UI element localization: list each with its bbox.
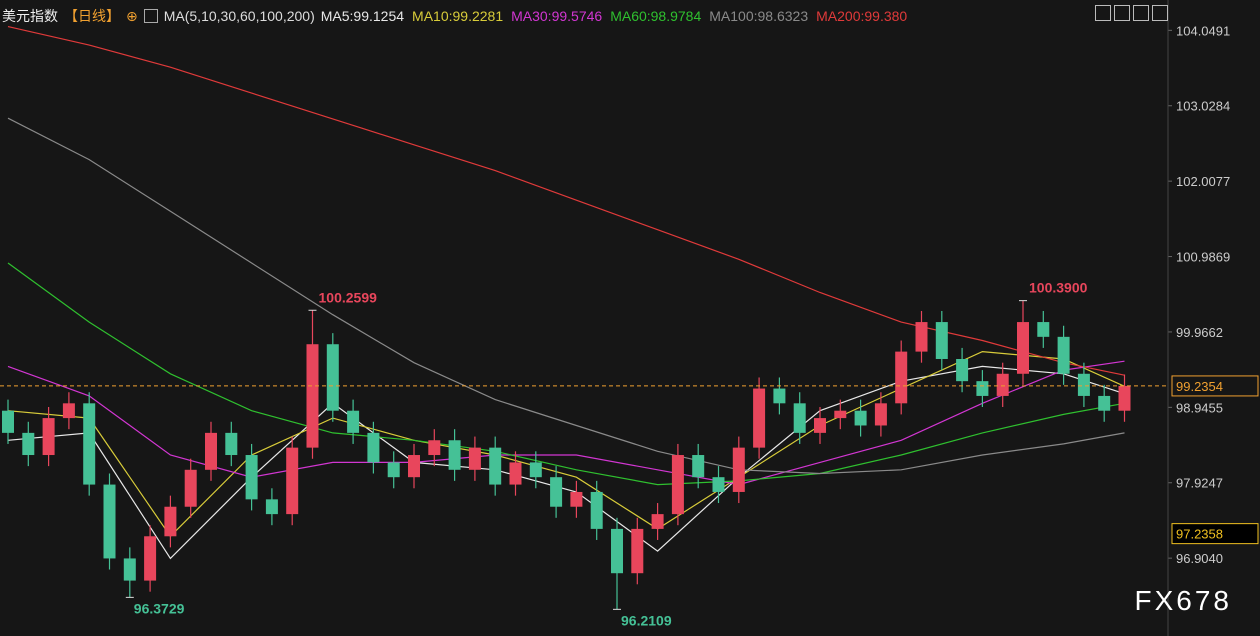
ma-line (7, 360, 1125, 486)
candle-body (144, 536, 157, 581)
candle-body (814, 418, 826, 433)
candle-body (854, 410, 867, 426)
annotation: 100.3900 (1029, 280, 1088, 296)
price-box (1171, 523, 1259, 545)
candle-body (2, 410, 14, 433)
legend-item: MA30:99.5746 (511, 8, 603, 24)
candle-body (976, 381, 989, 396)
y-tick-label: 102.0077 (1176, 174, 1230, 189)
candle-body (245, 455, 258, 500)
period: 【日线】 (64, 8, 120, 24)
annotation: 100.2599 (319, 289, 378, 305)
chart-header: 美元指数 【日线】 ⊕ MA(5,10,30,60,100,200) MA5:9… (2, 6, 907, 26)
candle-body (306, 344, 319, 448)
candle-body (753, 388, 766, 448)
tool-button[interactable] (1095, 5, 1111, 21)
candle-body (367, 432, 380, 463)
candle-body (428, 440, 441, 456)
candle-body (935, 322, 948, 359)
candle-body (448, 440, 461, 470)
candle-body (570, 491, 583, 507)
candle-body (611, 528, 623, 574)
price-label: 97.2358 (1176, 527, 1223, 542)
candle-body (529, 462, 542, 478)
candle-body (408, 455, 420, 478)
candle-body (895, 351, 908, 404)
candle-body (225, 432, 238, 456)
y-tick-label: 99.9662 (1176, 325, 1223, 340)
candle-body (265, 499, 278, 515)
legend: MA5:99.1254 MA10:99.2281 MA30:99.5746 MA60:… (321, 8, 907, 24)
y-tick-label: 96.9040 (1176, 551, 1223, 566)
annotation: 96.3729 (134, 600, 185, 616)
candle-body (1098, 395, 1111, 411)
candle-body (692, 455, 705, 478)
candle-body (347, 410, 360, 433)
price-box (1171, 375, 1259, 397)
candle-body (915, 322, 928, 352)
candle-body (874, 403, 887, 426)
candle-body (1057, 336, 1070, 374)
candle-body (631, 528, 644, 574)
watermark: FX678 (1135, 585, 1233, 616)
tool-button[interactable] (1133, 5, 1149, 21)
tool-button[interactable] (1152, 5, 1168, 21)
candle-body (732, 447, 745, 492)
y-tick-label: 100.9869 (1176, 250, 1230, 265)
candle-body (326, 344, 339, 411)
tool-button[interactable] (1114, 5, 1130, 21)
legend-item: MA60:98.9784 (610, 8, 702, 24)
candle-body (834, 410, 847, 419)
candle-body (468, 447, 481, 470)
candle-body (996, 373, 1009, 396)
candle-body (712, 477, 725, 492)
candle-body (1037, 322, 1050, 337)
candle-body (103, 484, 116, 559)
legend-item: MA200:99.380 (816, 8, 908, 24)
candle-body (164, 506, 177, 537)
candle-body (205, 432, 217, 470)
candle-body (773, 388, 786, 404)
y-tick-label: 97.9247 (1176, 476, 1223, 491)
candle-body (956, 358, 969, 382)
candle-body (22, 432, 35, 456)
candle-body (590, 491, 603, 529)
candle-body (83, 403, 96, 485)
y-tick-label: 103.0284 (1176, 99, 1230, 114)
candle-body (387, 462, 400, 478)
candle-body (42, 418, 55, 456)
ma-line (7, 26, 1125, 376)
candle-body (1017, 322, 1029, 374)
candle-body (651, 514, 664, 529)
candle-body (509, 462, 522, 485)
candle-body (1118, 385, 1131, 411)
indicator-icon[interactable] (143, 9, 158, 23)
ma-line (7, 117, 1125, 475)
legend-item: MA10:99.2281 (412, 8, 504, 24)
candle-body (123, 558, 136, 581)
indicator-name: MA(5,10,30,60,100,200) (163, 8, 315, 24)
chart-title: 美元指数 (2, 8, 58, 24)
candle-body (286, 447, 299, 515)
candle-body (671, 455, 684, 515)
price-label: 99.2354 (1176, 379, 1223, 394)
annotation: 96.2109 (621, 612, 672, 628)
candle-body (793, 403, 806, 433)
legend-item: MA100:98.6323 (709, 8, 809, 24)
legend-item: MA5:99.1254 (320, 8, 405, 24)
y-tick-label: 98.9455 (1176, 400, 1223, 415)
toolbar (1095, 5, 1168, 21)
ma-line (7, 350, 1125, 538)
add-button[interactable]: ⊕ (126, 7, 138, 24)
y-tick-label: 104.0491 (1176, 23, 1230, 38)
candle-body (1077, 373, 1090, 396)
candle-body (550, 477, 563, 507)
candle-body (62, 403, 75, 419)
candle-body (489, 447, 502, 485)
candle-body (184, 469, 197, 507)
